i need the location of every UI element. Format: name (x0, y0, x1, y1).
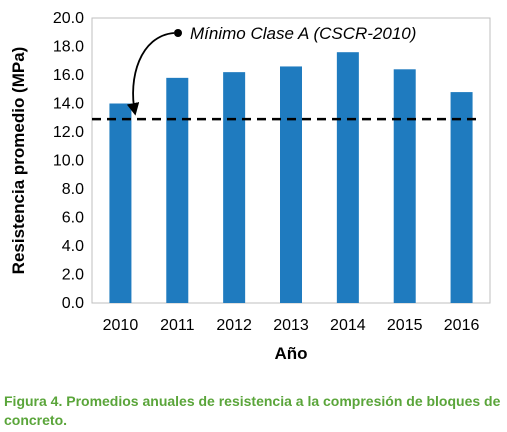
reference-line-label: Mínimo Clase A (CSCR-2010) (190, 24, 416, 43)
figure-caption: Figura 4. Promedios anuales de resistenc… (4, 393, 501, 428)
bar-2012 (223, 72, 246, 304)
annotation-dot (174, 29, 182, 37)
bars (109, 52, 473, 304)
y-tick-label: 4.0 (62, 238, 84, 255)
annotation-arrow (126, 32, 175, 116)
x-axis-ticks: 2010 2011 2012 2013 2014 2015 2016 (103, 317, 480, 334)
y-tick-label: 8.0 (62, 181, 84, 198)
bar-2013 (280, 66, 302, 303)
y-tick-label: 0.0 (62, 295, 84, 312)
x-tick-label: 2015 (387, 317, 423, 334)
x-axis-title: Año (274, 344, 307, 363)
y-tick-label: 6.0 (62, 210, 84, 227)
y-tick-label: 14.0 (53, 96, 84, 113)
x-tick-label: 2016 (444, 317, 480, 334)
y-axis-ticks: 0.0 2.0 4.0 6.0 8.0 10.0 12.0 14.0 16.0 18.0 20.0 (53, 10, 84, 312)
y-tick-label: 18.0 (53, 39, 84, 56)
bar-chart: 0.02.04.06.08.010.012.014.016.018.020.0 … (9, 10, 491, 363)
y-tick-label: 10.0 (53, 153, 84, 170)
y-tick-label: 20.0 (53, 10, 84, 27)
x-tick-label: 2014 (330, 317, 366, 334)
y-tick-label: 16.0 (53, 67, 84, 84)
bar-2010 (109, 103, 132, 303)
x-tick-label: 2013 (273, 317, 309, 334)
y-tick-label: 2.0 (62, 267, 84, 284)
bar-2014 (336, 52, 359, 304)
bar-2011 (166, 77, 189, 303)
bar-2015 (393, 69, 416, 303)
x-tick-label: 2012 (216, 317, 252, 334)
x-tick-label: 2011 (160, 317, 195, 334)
y-tick-label: 12.0 (53, 124, 84, 141)
bar-2016 (450, 92, 473, 303)
x-tick-label: 2010 (103, 317, 139, 334)
y-axis-title: Resistencia promedio (MPa) (9, 47, 28, 275)
